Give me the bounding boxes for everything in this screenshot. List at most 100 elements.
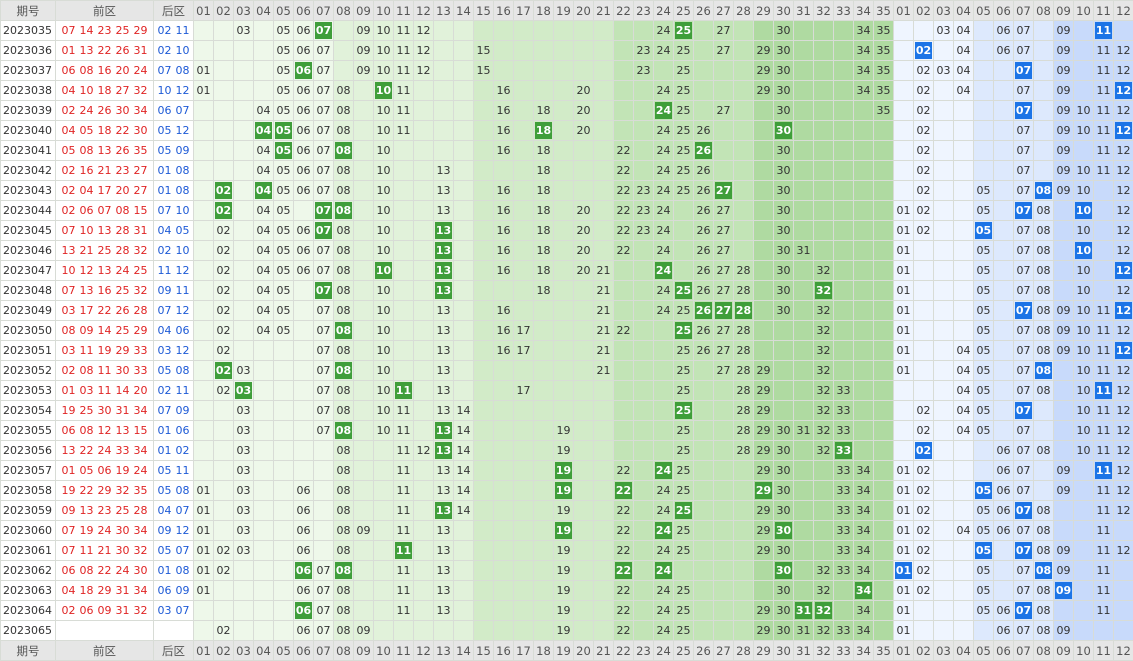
grid-cell: 07 [1013, 460, 1034, 481]
column-label: 26 [693, 640, 714, 661]
grid-cell: 15 [473, 40, 494, 61]
hit-number: 07 [1015, 62, 1032, 79]
grid-cell [813, 220, 834, 241]
grid-cell: 02 [913, 160, 934, 181]
grid-cell: 20 [573, 100, 594, 121]
grid-cell: 02 [913, 540, 934, 561]
grid-cell [1053, 200, 1074, 221]
grid-cell [593, 60, 614, 81]
column-label: 33 [833, 640, 854, 661]
grid-cell: 09 [353, 520, 374, 541]
grid-number: 30 [776, 144, 791, 157]
front-number: 14 [79, 24, 94, 37]
grid-cell: 30 [773, 440, 794, 461]
grid-cell [573, 560, 594, 581]
grid-cell: 24 [653, 600, 674, 621]
grid-cell [1033, 120, 1054, 141]
column-label: 10 [1073, 640, 1094, 661]
front-number: 05 [79, 124, 94, 137]
grid-cell: 06 [293, 220, 314, 241]
grid-cell [333, 60, 354, 81]
grid-number: 19 [556, 544, 571, 557]
grid-cell: 04 [253, 140, 274, 161]
grid-cell: 08 [333, 180, 354, 201]
grid-cell: 08 [333, 140, 354, 161]
hit-number: 08 [335, 202, 352, 219]
grid-number: 08 [336, 544, 351, 557]
grid-cell [353, 580, 374, 601]
grid-cell: 09 [1053, 300, 1074, 321]
grid-cell [853, 400, 874, 421]
grid-cell: 10 [1073, 360, 1094, 381]
grid-cell: 13 [433, 400, 454, 421]
grid-cell: 04 [953, 420, 974, 441]
grid-cell: 20 [573, 200, 594, 221]
hit-number: 24 [655, 562, 672, 579]
grid-cell [473, 280, 494, 301]
grid-number: 16 [496, 204, 511, 217]
grid-cell [873, 560, 894, 581]
grid-cell [533, 360, 554, 381]
grid-cell [253, 360, 274, 381]
grid-number: 01 [896, 344, 911, 357]
grid-cell [573, 180, 594, 201]
grid-number: 25 [676, 484, 691, 497]
grid-cell: 07 [313, 340, 334, 361]
header-cell: 期号 [0, 640, 56, 661]
grid-number: 06 [296, 144, 311, 157]
draw-row: 2023040 04 05 18 22 30 05 12 04 05 06 07 08 10 11 16 18 2… [0, 120, 1133, 141]
grid-number: 06 [996, 604, 1011, 617]
grid-cell [453, 40, 474, 61]
grid-cell: 25 [673, 340, 694, 361]
grid-cell: 05 [973, 480, 994, 501]
issue: 2023049 [0, 300, 56, 321]
grid-cell: 07 [1013, 580, 1034, 601]
grid-cell [1033, 140, 1054, 161]
grid-number: 06 [996, 524, 1011, 537]
issue: 2023053 [0, 380, 56, 401]
grid-number: 22 [616, 584, 631, 597]
grid-number: 01 [896, 284, 911, 297]
grid-number: 11 [1096, 84, 1111, 97]
grid-cell: 05 [973, 580, 994, 601]
grid-cell: 22 [613, 220, 634, 241]
grid-cell [453, 320, 474, 341]
grid-cell [233, 560, 254, 581]
grid-cell [533, 440, 554, 461]
grid-number: 25 [676, 184, 691, 197]
grid-number: 02 [216, 244, 231, 257]
column-label: 08 [1033, 0, 1054, 21]
grid-cell [253, 80, 274, 101]
grid-cell: 25 [673, 320, 694, 341]
grid-cell [353, 560, 374, 581]
grid-cell [953, 160, 974, 181]
grid-cell: 02 [213, 220, 234, 241]
grid-cell [593, 180, 614, 201]
front-number: 23 [97, 24, 112, 37]
header-cell: 后区 [153, 0, 194, 21]
grid-number: 10 [1076, 104, 1091, 117]
grid-number: 06 [996, 484, 1011, 497]
grid-number: 07 [1016, 464, 1031, 477]
grid-cell [933, 160, 954, 181]
grid-cell [453, 300, 474, 321]
back-number: 08 [175, 484, 190, 497]
grid-number: 05 [976, 244, 991, 257]
grid-number: 07 [1016, 164, 1031, 177]
back-numbers: 05 08 [153, 480, 194, 501]
grid-number: 04 [956, 524, 971, 537]
grid-cell [833, 160, 854, 181]
grid-number: 05 [276, 284, 291, 297]
back-number: 02 [157, 44, 172, 57]
grid-cell [233, 240, 254, 261]
grid-cell: 24 [653, 120, 674, 141]
front-number: 16 [79, 164, 94, 177]
grid-number: 01 [896, 304, 911, 317]
grid-cell [473, 20, 494, 41]
grid-cell: 35 [873, 80, 894, 101]
grid-cell [653, 440, 674, 461]
grid-cell [293, 280, 314, 301]
grid-cell: 07 [1013, 200, 1034, 221]
hit-number: 04 [255, 182, 272, 199]
